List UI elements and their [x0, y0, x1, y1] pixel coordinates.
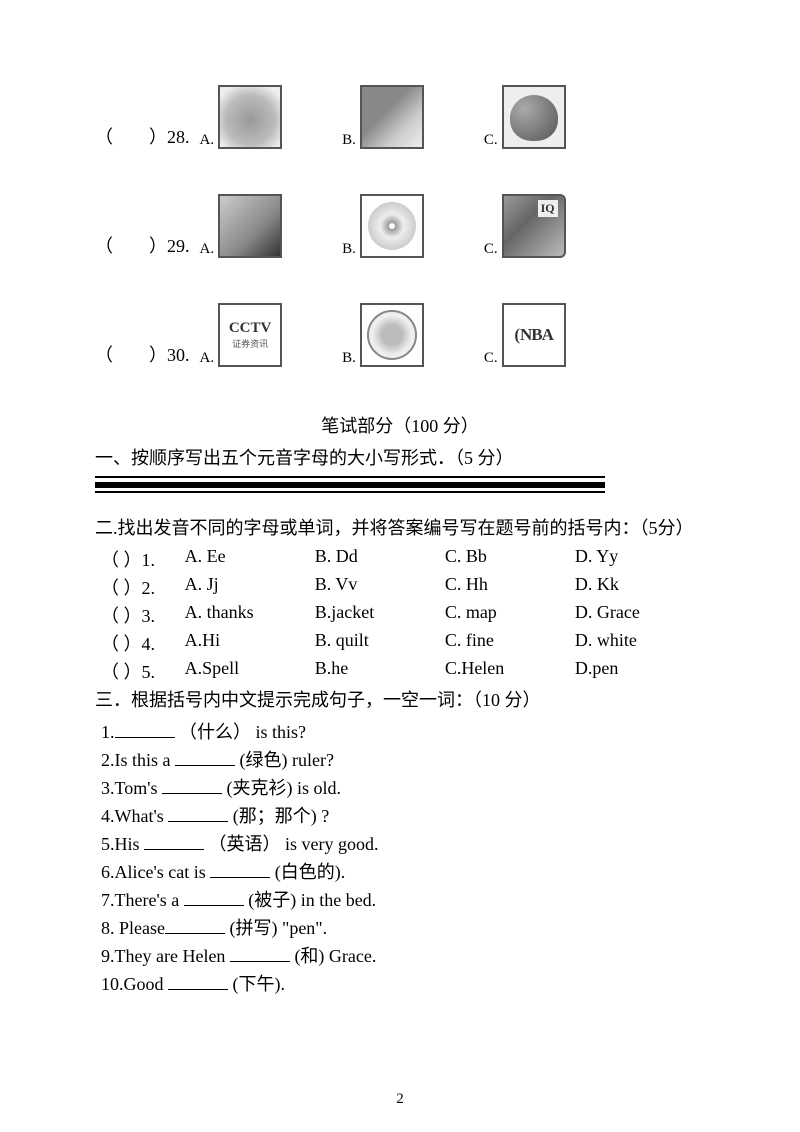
mc-num: （ ）1.	[101, 546, 185, 572]
option-image	[502, 85, 566, 149]
fill-row: 5.His （英语） is very good.	[95, 830, 705, 856]
section-title: 笔试部分（100 分）	[95, 412, 705, 438]
mc-option: C. Bb	[445, 546, 575, 572]
option-image	[360, 85, 424, 149]
option-label: A.	[200, 241, 215, 258]
mc-option: D. Yy	[575, 546, 705, 572]
fill-row: 4.What's (那；那个) ?	[95, 802, 705, 828]
mc-option: C. fine	[445, 630, 575, 656]
mc-option: D. Grace	[575, 602, 705, 628]
image-option: B.	[342, 85, 424, 149]
mc-option: B.jacket	[315, 602, 445, 628]
option-image: CCTV证券资讯	[218, 303, 282, 367]
fill-questions: 1. （什么） is this?2.Is this a (绿色) ruler?3…	[95, 718, 705, 996]
mc-option: A.Hi	[185, 630, 315, 656]
option-image	[218, 85, 282, 149]
mc-option: B. Vv	[315, 574, 445, 600]
fill-row: 1. （什么） is this?	[95, 718, 705, 744]
fill-row: 8. Please (拼写) "pen".	[95, 914, 705, 940]
mc-option: C. Hh	[445, 574, 575, 600]
mc-option: B. quilt	[315, 630, 445, 656]
option-image: NBA	[502, 303, 566, 367]
image-option: C.	[484, 194, 566, 258]
mc-num: （ ）3.	[101, 602, 185, 628]
fill-row: 3.Tom's (夹克衫) is old.	[95, 774, 705, 800]
image-option: A.	[200, 194, 283, 258]
mc-num: （ ）2.	[101, 574, 185, 600]
mc-row: （ ）5.A.SpellB.heC.HelenD.pen	[95, 658, 705, 684]
mc-option: D.pen	[575, 658, 705, 684]
mc-row: （ ）3.A. thanksB.jacketC. mapD. Grace	[95, 602, 705, 628]
mc-option: A.Spell	[185, 658, 315, 684]
fill-row: 2.Is this a (绿色) ruler?	[95, 746, 705, 772]
mc-num: （ ）4.	[101, 630, 185, 656]
option-label: B.	[342, 241, 356, 258]
image-option: B.	[342, 194, 424, 258]
option-label: A.	[200, 350, 215, 367]
image-option: A.	[200, 85, 283, 149]
option-label: C.	[484, 132, 498, 149]
writing-lines	[95, 476, 705, 494]
image-option: C.NBA	[484, 303, 566, 367]
mc-option: D. white	[575, 630, 705, 656]
image-question-row: （）28.A.B.C.	[95, 85, 705, 149]
fill-row: 6.Alice's cat is (白色的).	[95, 858, 705, 884]
option-label: B.	[342, 350, 356, 367]
mc-option: C. map	[445, 602, 575, 628]
option-label: C.	[484, 350, 498, 367]
image-questions: （）28.A.B.C.（）29.A.B.C.（）30.A.CCTV证券资讯B.C…	[95, 85, 705, 367]
mc-row: （ ）1.A. EeB. DdC. BbD. Yy	[95, 546, 705, 572]
mc-option: A. Ee	[185, 546, 315, 572]
image-option: C.	[484, 85, 566, 149]
option-image	[218, 194, 282, 258]
page-number: 2	[396, 1091, 404, 1108]
option-image	[360, 194, 424, 258]
image-question-row: （）30.A.CCTV证券资讯B.C.NBA	[95, 303, 705, 367]
section2-title: 二.找出发音不同的字母或单词，并将答案编号写在题号前的括号内：（5分）	[95, 514, 705, 540]
image-option: A.CCTV证券资讯	[200, 303, 283, 367]
section3-title: 三．根据括号内中文提示完成句子，一空一词：（10 分）	[95, 686, 705, 712]
mc-option: B.he	[315, 658, 445, 684]
section1-title: 一、按顺序写出五个元音字母的大小写形式．（5 分）	[95, 444, 705, 470]
image-option: B.	[342, 303, 424, 367]
option-label: A.	[200, 132, 215, 149]
mc-questions: （ ）1.A. EeB. DdC. BbD. Yy（ ）2.A. JjB. Vv…	[95, 546, 705, 684]
mc-num: （ ）5.	[101, 658, 185, 684]
option-image	[360, 303, 424, 367]
image-question-row: （）29.A.B.C.	[95, 194, 705, 258]
option-image	[502, 194, 566, 258]
fill-row: 9.They are Helen (和) Grace.	[95, 942, 705, 968]
mc-option: A. Jj	[185, 574, 315, 600]
mc-row: （ ）2.A. JjB. VvC. HhD. Kk	[95, 574, 705, 600]
fill-row: 10.Good (下午).	[95, 970, 705, 996]
mc-row: （ ）4.A.HiB. quiltC. fineD. white	[95, 630, 705, 656]
option-label: C.	[484, 241, 498, 258]
mc-option: B. Dd	[315, 546, 445, 572]
mc-option: C.Helen	[445, 658, 575, 684]
mc-option: A. thanks	[185, 602, 315, 628]
fill-row: 7.There's a (被子) in the bed.	[95, 886, 705, 912]
option-label: B.	[342, 132, 356, 149]
mc-option: D. Kk	[575, 574, 705, 600]
